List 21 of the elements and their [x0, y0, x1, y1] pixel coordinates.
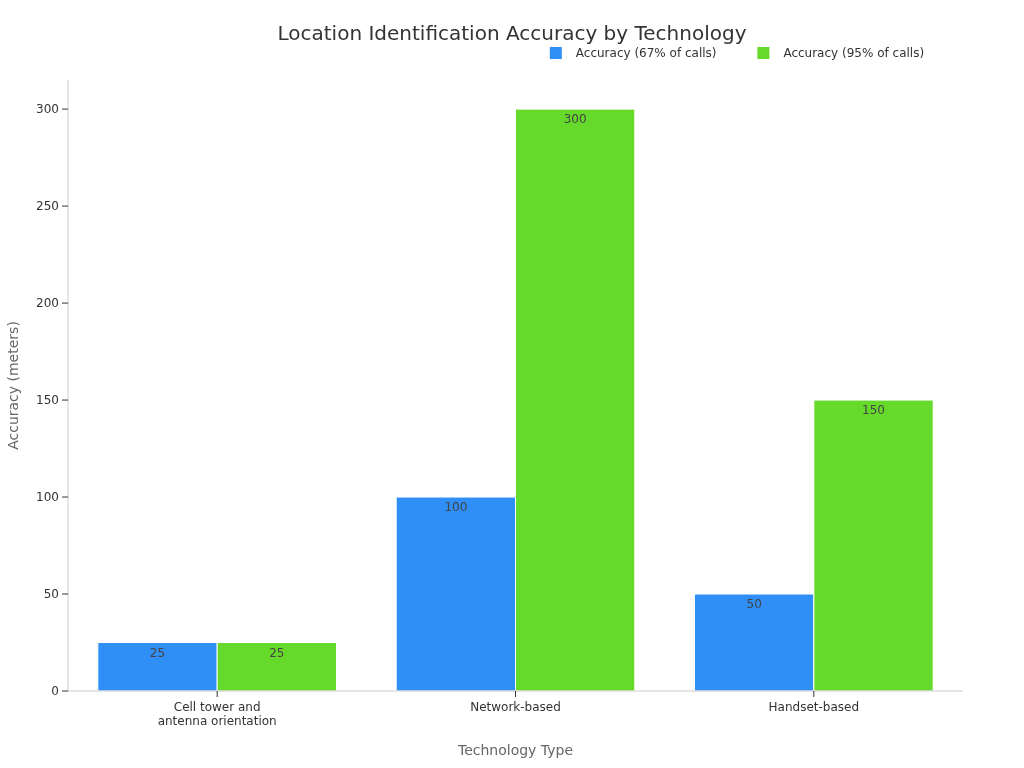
legend-label: Accuracy (95% of calls)	[783, 46, 925, 61]
y-tick-label: 300	[36, 102, 59, 117]
x-tick-label: Network-based	[470, 700, 561, 714]
x-tick-label: Handset-based	[768, 700, 860, 714]
y-tick-label: 0	[51, 684, 59, 699]
chart-title: Location Identification Accuracy by Technology	[277, 21, 747, 45]
y-tick-label: 150	[36, 393, 59, 408]
data-label: 25	[269, 645, 285, 660]
y-tick-label: 50	[43, 587, 59, 602]
data-label: 25	[149, 645, 166, 660]
y-tick-label: 250	[36, 199, 59, 214]
data-label: 100	[444, 500, 468, 515]
legend-label: Accuracy (67% of calls)	[575, 46, 717, 61]
data-label: 150	[862, 403, 885, 418]
y-axis-title: Accuracy (meters)	[5, 321, 21, 450]
x-tick-label: Cell tower and antenna orientation	[157, 700, 277, 728]
x-axis-title: Technology Type	[456, 742, 574, 758]
y-tick-label: 100	[36, 490, 59, 505]
y-tick-label: 200	[36, 296, 59, 311]
data-label: 50	[746, 597, 762, 612]
data-label: 300	[563, 112, 587, 127]
